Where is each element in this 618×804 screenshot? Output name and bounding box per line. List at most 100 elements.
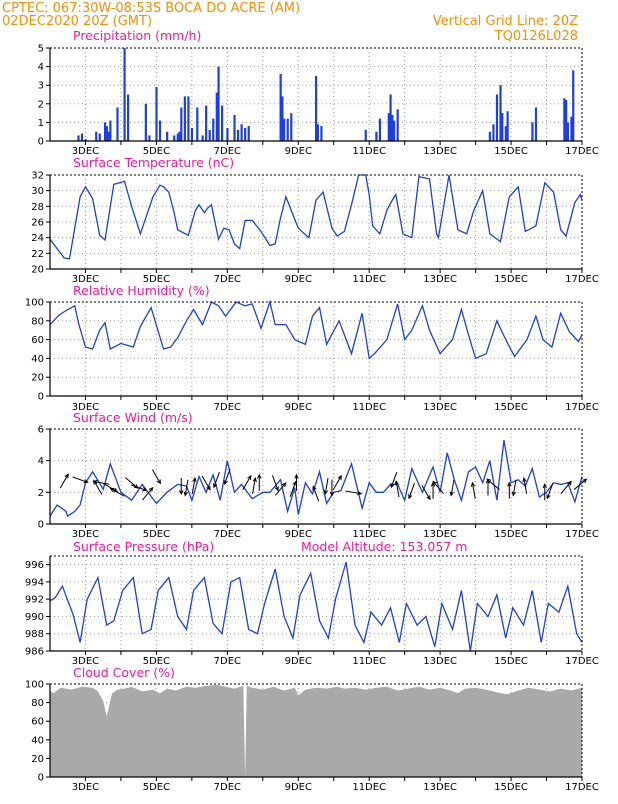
x-tick-label: 9DEC xyxy=(285,274,312,285)
wind-arrow xyxy=(179,478,184,496)
wind-arrow-shaft xyxy=(252,478,256,494)
precip-bar xyxy=(221,105,224,141)
temp-title: Surface Temperature (nC) xyxy=(73,155,234,170)
x-tick-label: 9DEC xyxy=(285,782,312,793)
wind-arrow xyxy=(151,469,161,485)
pressure-panel: 986 988 990 992 994 996 3DEC 5DEC 7DEC 9DEC 11DEC 1… xyxy=(25,539,599,667)
x-tick-label: 13DEC xyxy=(423,402,457,413)
precip-bar xyxy=(127,94,130,141)
wind-arrow-head xyxy=(294,473,299,479)
wind-title: Surface Wind (m/s) xyxy=(73,410,193,425)
wind-arrow-head xyxy=(83,479,89,484)
precip-bar xyxy=(391,114,394,141)
precip-bar xyxy=(180,107,183,141)
x-tick-label: 7DEC xyxy=(214,402,241,413)
wind-arrow xyxy=(223,468,231,486)
precip-bar xyxy=(148,135,151,141)
precip-bar xyxy=(504,126,507,141)
x-tick-label: 17DEC xyxy=(565,274,599,285)
wind-arrow-head xyxy=(183,491,188,497)
precip-bar xyxy=(80,133,84,141)
x-tick-label: 11DEC xyxy=(352,146,386,157)
wind-arrow xyxy=(92,479,110,485)
wind-arrow-head xyxy=(394,480,399,486)
x-tick-label: 9DEC xyxy=(285,656,312,667)
y-tick-label: 20 xyxy=(31,373,44,384)
x-tick-label: 11DEC xyxy=(352,402,386,413)
wind-arrow-head xyxy=(511,491,516,497)
x-tick-label: 15DEC xyxy=(494,146,528,157)
wind-arrow-head xyxy=(257,473,262,479)
y-tick-label: 60 xyxy=(31,335,44,346)
y-tick-label: 994 xyxy=(25,577,44,588)
precip-bar xyxy=(531,122,534,141)
wind-arrow xyxy=(449,479,455,497)
precip-bar xyxy=(565,100,568,141)
y-tick-label: 992 xyxy=(25,595,44,606)
wind-arrow xyxy=(312,485,320,502)
x-tick-label: 3DEC xyxy=(72,656,99,667)
wind-arrow-head xyxy=(426,495,431,501)
wind-arrow-shaft xyxy=(450,479,455,496)
wind-arrow-head xyxy=(274,486,279,492)
precip-bar xyxy=(570,116,573,141)
x-tick-label: 3DEC xyxy=(72,146,99,157)
precip-bar xyxy=(378,118,382,141)
precip-bar xyxy=(201,135,204,141)
wind-arrow xyxy=(560,480,572,495)
temp-panel: 20 22 24 26 28 30 32 3DEC 5DEC 7DEC 9DEC 11DEC 13DEC… xyxy=(31,155,599,285)
wind-arrow xyxy=(332,474,342,491)
wind-arrow-shaft xyxy=(224,468,231,485)
precip-bar xyxy=(316,124,319,141)
precip-bar xyxy=(187,96,190,141)
wind-arrow-shaft xyxy=(324,478,329,494)
wind-arrow xyxy=(511,479,517,497)
wind-arrow-shaft xyxy=(213,471,220,488)
y-tick-label: 100 xyxy=(25,298,44,309)
y-tick-label: 0 xyxy=(38,392,44,403)
x-tick-label: 5DEC xyxy=(143,656,170,667)
precip-bar xyxy=(495,94,499,141)
wind-arrow-shaft xyxy=(93,480,110,485)
wind-arrow-shaft xyxy=(59,474,69,489)
y-tick-label: 3 xyxy=(38,81,44,92)
wind-panel: 0 2 4 6 3DEC 5DEC 7DEC 9DEC 11DEC 13DEC 15DEC 17DEC… xyxy=(38,410,599,540)
y-tick-label: 0 xyxy=(38,773,44,784)
wind-arrow-shaft xyxy=(110,487,125,497)
wind-arrow-head xyxy=(312,485,317,491)
wind-arrow-head xyxy=(292,480,297,486)
precip-title: Precipitation (mm/h) xyxy=(73,28,201,43)
precip-bar xyxy=(233,114,236,141)
precip-bar xyxy=(183,96,186,141)
precip-bar xyxy=(155,87,158,141)
wind-arrow xyxy=(421,485,431,501)
y-tick-label: 2 xyxy=(38,488,44,499)
x-tick-label: 11DEC xyxy=(352,529,386,540)
precip-bar xyxy=(247,126,250,141)
wind-arrow xyxy=(109,487,125,497)
wind-arrow xyxy=(59,473,69,489)
precip-bar xyxy=(212,118,215,141)
wind-arrow-shaft xyxy=(142,487,154,501)
x-tick-label: 17DEC xyxy=(565,402,599,413)
wind-line xyxy=(49,439,583,518)
y-tick-label: 30 xyxy=(31,186,44,197)
wind-arrow-head xyxy=(470,481,476,487)
wind-arrow-shaft xyxy=(312,486,320,502)
header-grid-line: Vertical Grid Line: 20Z xyxy=(433,14,578,29)
precip-bar xyxy=(563,98,566,141)
precip-bar xyxy=(173,135,176,141)
precip-bar xyxy=(286,118,289,141)
x-tick-label: 3DEC xyxy=(72,782,99,793)
wind-arrow xyxy=(432,480,444,495)
wind-arrow xyxy=(183,479,189,497)
precip-bar xyxy=(506,111,509,141)
wind-arrow-head xyxy=(179,490,184,496)
wind-arrow-shaft xyxy=(345,490,362,495)
precip-bar xyxy=(501,113,504,141)
precip-bar xyxy=(244,127,247,141)
x-tick-label: 7DEC xyxy=(214,782,241,793)
wind-arrow-shaft xyxy=(72,476,88,483)
wind-arrow-head xyxy=(192,476,197,483)
